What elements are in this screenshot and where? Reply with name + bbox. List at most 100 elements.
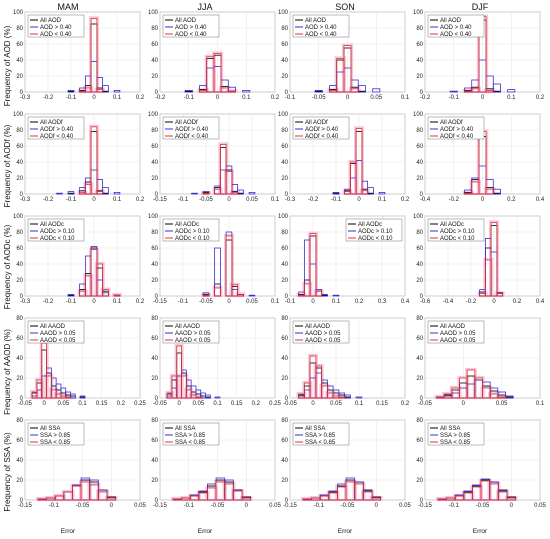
- legend-label: All SSA: [440, 426, 460, 432]
- x-tick-label: 0.2: [136, 95, 145, 101]
- y-tick-label: 80: [151, 230, 158, 236]
- bar-low: [213, 53, 222, 93]
- bar-high: [79, 395, 86, 399]
- x-tick-label: 0.1: [113, 299, 122, 305]
- y-tick-label: 40: [416, 458, 423, 464]
- x-tick-label: 0.25: [269, 401, 281, 407]
- legend-label: AOD < 0.40: [40, 32, 72, 38]
- y-tick-label: 0: [20, 498, 24, 504]
- bar-low: [241, 497, 251, 501]
- legend-box: [292, 422, 350, 446]
- bar-high: [355, 396, 363, 399]
- y-tick-label: 40: [416, 160, 423, 166]
- bar-high: [242, 90, 251, 93]
- bar-low: [219, 143, 227, 195]
- bar-low: [362, 491, 373, 501]
- legend-label: AOD > 0.40: [440, 25, 472, 31]
- legend-label: AODc > 0.10: [358, 229, 393, 235]
- bar-low: [195, 396, 202, 399]
- bar-low: [490, 221, 498, 297]
- x-axis-labels: Error Error Error Error: [61, 528, 488, 535]
- x-tick-label: -0.2: [420, 95, 431, 101]
- y-tick-label: 20: [281, 176, 288, 182]
- bar-high: [113, 191, 121, 195]
- bar-high: [344, 394, 351, 399]
- legend-label: AODf < 0.40: [40, 134, 74, 140]
- bar-high: [314, 90, 323, 93]
- x-tick-label: 0.05: [192, 401, 204, 407]
- x-tick-label: -0.15: [153, 503, 167, 509]
- y-tick-label: 60: [16, 336, 23, 342]
- y-tick-label: 40: [151, 58, 158, 64]
- x-tick-label: -0.4: [420, 197, 431, 203]
- y-tick-label: 40: [281, 160, 288, 166]
- x-tick-label: -0.1: [184, 95, 195, 101]
- bar-low: [371, 497, 381, 501]
- y-tick-label: 40: [416, 262, 423, 268]
- bar-high: [70, 393, 76, 399]
- bar-high: [113, 90, 121, 93]
- y-tick-label: 80: [281, 418, 288, 424]
- y-tick-label: 0: [155, 396, 159, 402]
- legend-label: All AOD: [305, 18, 327, 24]
- legend-box: [162, 116, 220, 140]
- y-tick-label: 100: [148, 214, 159, 220]
- bar-low: [102, 289, 109, 297]
- xlabel-col3: Error: [473, 528, 488, 535]
- y-tick-label: 100: [413, 112, 424, 118]
- y-tick-label: 40: [281, 356, 288, 362]
- bar-low: [181, 375, 187, 399]
- x-tick-label: -0.1: [66, 95, 77, 101]
- bar-low: [315, 365, 323, 399]
- y-tick-label: 60: [416, 246, 423, 252]
- y-tick-label: 40: [16, 262, 23, 268]
- bar-high: [184, 90, 193, 93]
- bar-high: [67, 191, 75, 195]
- x-tick-label: -0.3: [285, 197, 296, 203]
- legend-label: AODc < 0.10: [440, 236, 475, 242]
- legend-label: AOD < 0.40: [175, 32, 207, 38]
- bar-low: [90, 17, 98, 93]
- panel-r1-c1: 0 20 40 60 80 100 -0.15 -0.1 -0.05 0 0.05 0.1 All AO…: [148, 112, 280, 203]
- x-tick-label: 0: [481, 95, 485, 101]
- x-tick-label: 0: [92, 299, 96, 305]
- y-tick-label: 80: [151, 316, 158, 322]
- x-tick-label: 0: [92, 95, 96, 101]
- y-tick-label: 80: [16, 128, 23, 134]
- y-tick-label: 80: [281, 316, 288, 322]
- legend-label: SSA < 0.85: [175, 440, 206, 446]
- bar-low: [79, 90, 86, 93]
- x-tick-label: -0.1: [178, 299, 189, 305]
- y-tick-label: 40: [16, 356, 23, 362]
- bar-low: [315, 290, 323, 297]
- legend-label: AODf < 0.40: [440, 134, 474, 140]
- legend-box: [427, 422, 485, 446]
- ylabel-aod: Frequency of AOD (%): [3, 25, 12, 106]
- bar-high: [67, 293, 75, 297]
- y-tick-label: 100: [413, 10, 424, 16]
- legend-box: [162, 320, 220, 344]
- y-tick-label: 100: [278, 214, 289, 220]
- legend-label: All AODc: [175, 222, 199, 228]
- legend-label: AAOD > 0.05: [440, 331, 476, 337]
- x-tick-label: 0: [462, 401, 466, 407]
- legend-box: [427, 320, 485, 344]
- y-tick-label: 80: [281, 230, 288, 236]
- x-tick-label: -0.15: [283, 503, 297, 509]
- legend-label: SSA < 0.85: [40, 440, 71, 446]
- y-tick-label: 20: [16, 74, 23, 80]
- y-tick-label: 60: [281, 438, 288, 444]
- x-tick-label: -0.1: [66, 299, 77, 305]
- x-tick-label: 0: [311, 299, 315, 305]
- bar-low: [506, 497, 516, 501]
- x-tick-label: 0.15: [376, 401, 388, 407]
- legend-label: All SSA: [305, 426, 325, 432]
